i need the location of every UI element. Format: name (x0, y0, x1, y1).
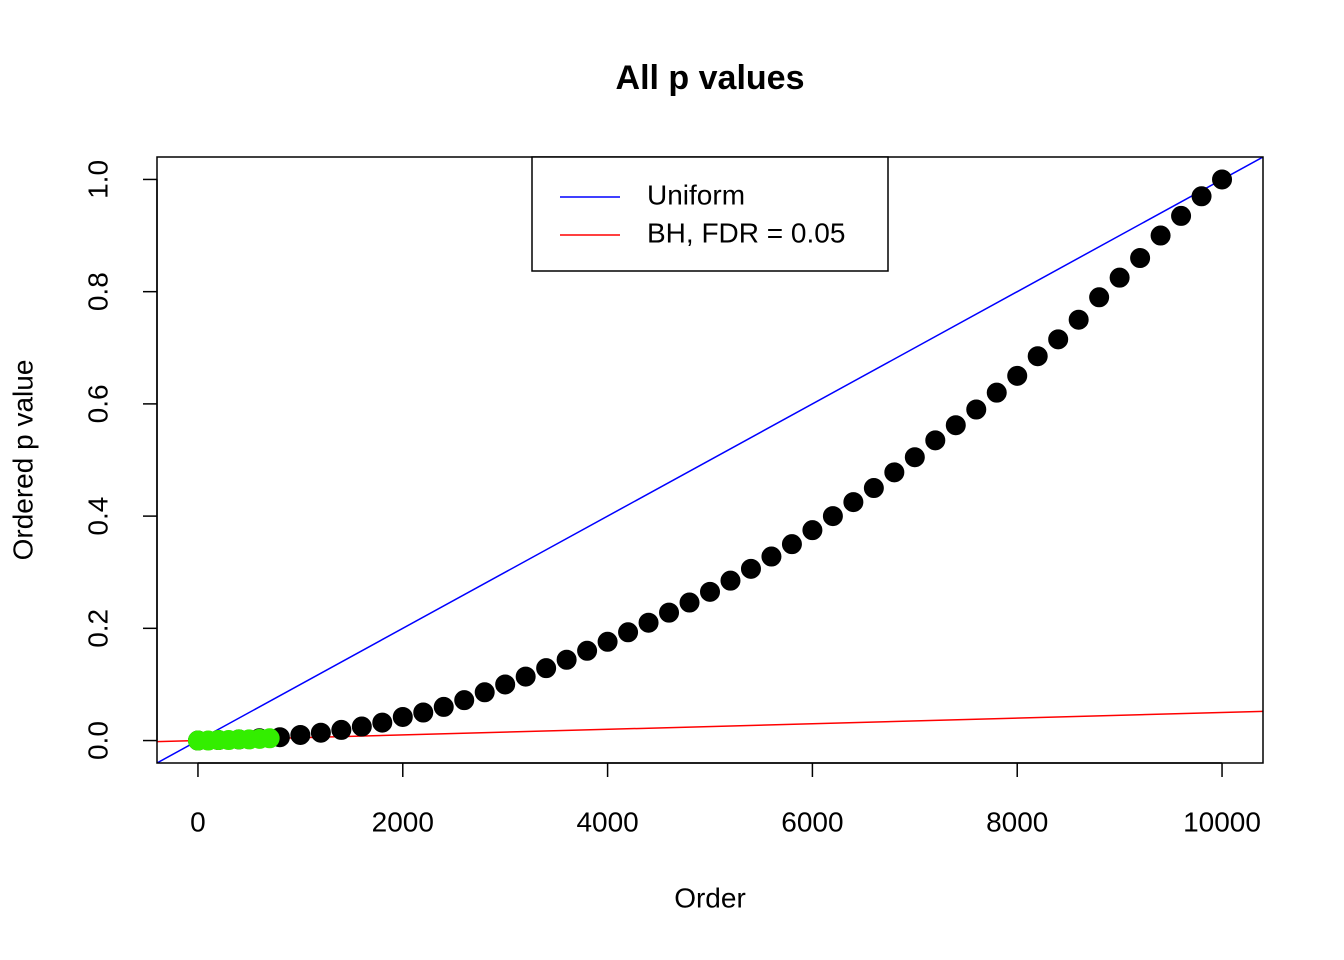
data-point (454, 690, 475, 711)
data-point (618, 622, 639, 643)
data-point (1150, 225, 1171, 246)
data-point (372, 712, 393, 733)
data-point (761, 546, 782, 567)
data-point (925, 430, 946, 451)
x-tick-label: 10000 (1183, 806, 1261, 837)
data-point (556, 649, 577, 670)
data-point (802, 520, 823, 541)
x-tick-label: 4000 (576, 806, 638, 837)
y-tick-label: 0.6 (82, 384, 113, 423)
data-point (740, 558, 761, 579)
data-point (1048, 329, 1069, 350)
data-point (1171, 205, 1192, 226)
data-point (536, 658, 557, 679)
data-point (700, 581, 720, 602)
data-point (331, 719, 352, 740)
data-point (679, 592, 700, 613)
data-point (1089, 287, 1110, 308)
x-axis-label: Order (674, 882, 746, 913)
data-point (638, 612, 659, 633)
data-point (1191, 186, 1212, 207)
data-point (1068, 309, 1089, 330)
data-point (986, 382, 1007, 403)
data-point (1109, 267, 1130, 288)
data-point (1027, 346, 1048, 367)
y-tick-label: 0.4 (82, 497, 113, 536)
data-point (1007, 365, 1028, 386)
legend-box (531, 156, 889, 272)
data-point (351, 716, 372, 737)
legend-label: BH, FDR = 0.05 (647, 217, 845, 248)
data-point (392, 706, 413, 727)
x-tick-label: 8000 (986, 806, 1048, 837)
x-tick-label: 6000 (781, 806, 843, 837)
data-point (904, 447, 925, 468)
x-tick-label: 2000 (372, 806, 434, 837)
data-point (659, 602, 680, 623)
data-point (720, 570, 741, 591)
data-point (310, 722, 331, 743)
y-tick-label: 0.8 (82, 272, 113, 311)
data-point (433, 696, 454, 717)
data-point (495, 674, 516, 695)
data-point (1130, 248, 1151, 268)
data-point (1212, 169, 1233, 190)
data-point (474, 682, 495, 703)
y-tick-label: 1.0 (82, 160, 113, 199)
y-axis-label: Ordered p value (7, 360, 38, 561)
data-point (290, 724, 311, 745)
data-point (577, 640, 598, 661)
x-tick-label: 0 (190, 806, 206, 837)
y-tick-label: 0.0 (82, 721, 113, 760)
y-tick-label: 0.2 (82, 609, 113, 648)
data-point (413, 702, 434, 723)
data-point (863, 478, 884, 499)
data-point (822, 506, 843, 527)
data-point (884, 462, 905, 483)
plot-area (157, 157, 1263, 763)
data-point (781, 534, 802, 555)
data-point (515, 666, 536, 687)
legend-label: Uniform (647, 179, 745, 210)
reference-line (157, 157, 1263, 763)
data-point (843, 492, 864, 513)
data-point (966, 399, 987, 420)
data-point (945, 415, 966, 436)
chart-title: All p values (616, 59, 805, 97)
data-point (597, 631, 618, 652)
data-point (259, 728, 280, 749)
